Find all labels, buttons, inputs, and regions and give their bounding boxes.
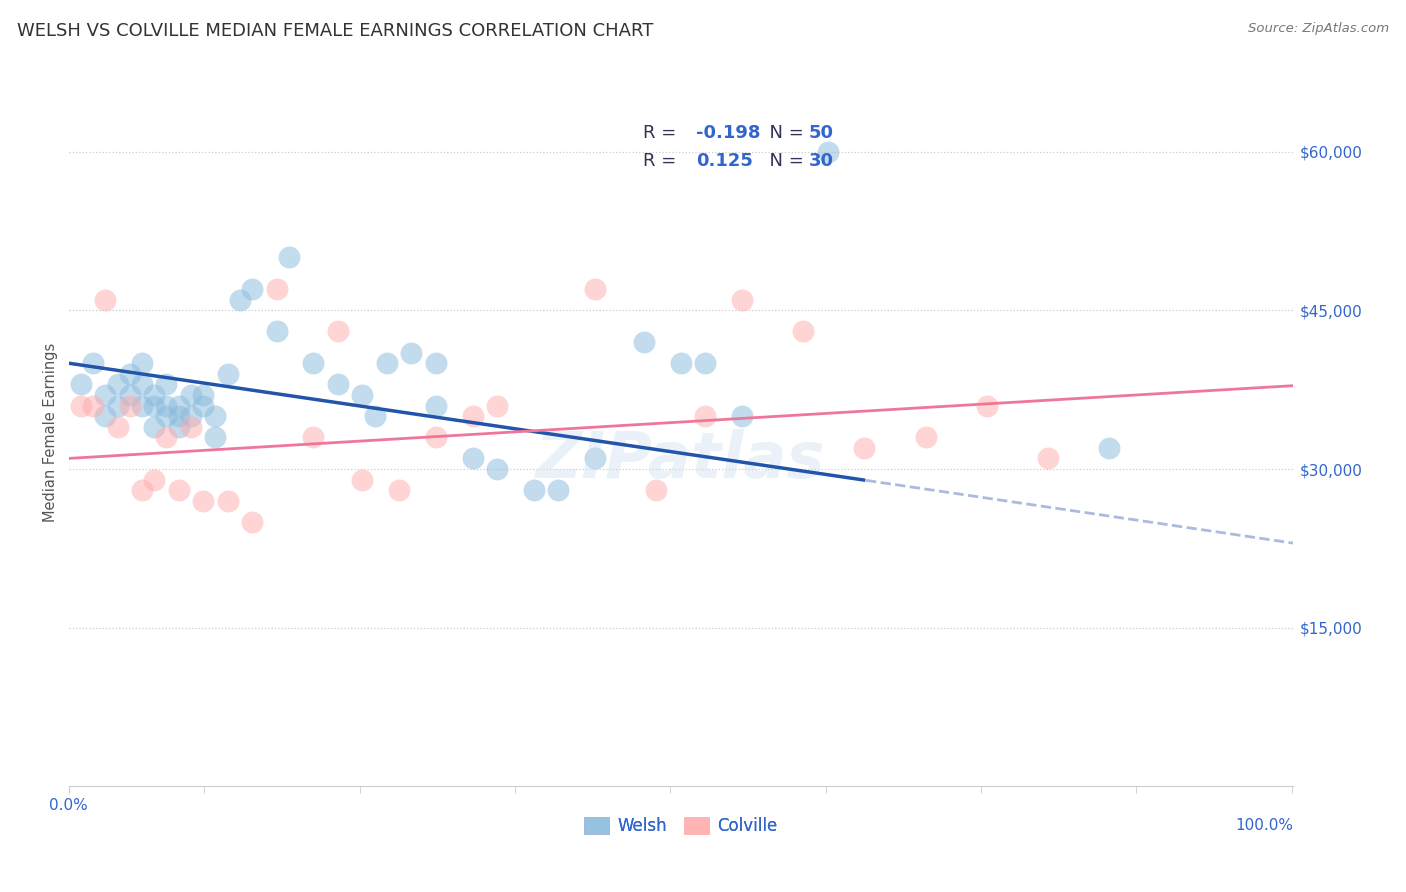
Text: N =: N = (758, 153, 810, 170)
Point (107, 377, 129, 392)
Point (486, 399, 509, 413)
Point (107, 419, 129, 434)
Point (853, 441, 876, 455)
Text: 30: 30 (808, 153, 834, 170)
Point (461, 409, 484, 423)
Point (363, 409, 385, 423)
Point (143, 419, 166, 434)
Point (388, 483, 411, 498)
Point (266, 325, 288, 339)
Point (167, 483, 190, 498)
Point (817, 145, 839, 159)
Point (326, 377, 349, 392)
Text: 100.0%: 100.0% (1234, 818, 1294, 833)
Point (131, 399, 153, 413)
Point (217, 367, 239, 381)
Point (266, 282, 288, 296)
Point (167, 399, 190, 413)
Point (695, 409, 717, 423)
Point (669, 356, 692, 370)
Point (180, 388, 202, 402)
Point (180, 419, 202, 434)
Point (82, 399, 104, 413)
Point (302, 356, 325, 370)
Point (695, 356, 717, 370)
Point (167, 409, 190, 423)
Point (118, 367, 141, 381)
Point (193, 493, 215, 508)
Point (82, 356, 104, 370)
Point (118, 399, 141, 413)
Point (94, 388, 117, 402)
Point (155, 377, 177, 392)
Point (547, 483, 569, 498)
Point (155, 430, 177, 444)
Point (180, 409, 202, 423)
Text: 0.125: 0.125 (696, 153, 754, 170)
Point (976, 399, 998, 413)
Point (240, 282, 263, 296)
Point (131, 483, 153, 498)
Point (204, 430, 226, 444)
Text: WELSH VS COLVILLE MEDIAN FEMALE EARNINGS CORRELATION CHART: WELSH VS COLVILLE MEDIAN FEMALE EARNINGS… (17, 22, 654, 40)
Point (486, 462, 509, 476)
Point (143, 473, 166, 487)
Point (94, 409, 117, 423)
Point (731, 293, 754, 307)
Text: R =: R = (643, 153, 688, 170)
Point (375, 356, 398, 370)
Point (425, 356, 447, 370)
Text: 50: 50 (808, 124, 834, 142)
Point (352, 388, 374, 402)
Point (583, 282, 606, 296)
Point (193, 388, 215, 402)
Point (352, 473, 374, 487)
Point (167, 419, 190, 434)
Y-axis label: Median Female Earnings: Median Female Earnings (44, 343, 58, 522)
Text: N =: N = (758, 124, 810, 142)
Point (131, 356, 153, 370)
Point (645, 483, 668, 498)
Point (107, 399, 129, 413)
Legend: Welsh, Colville: Welsh, Colville (578, 811, 785, 842)
Point (229, 293, 252, 307)
Point (69, 399, 91, 413)
Text: ZIPatlas: ZIPatlas (536, 429, 825, 491)
Point (731, 409, 754, 423)
Point (302, 430, 325, 444)
Point (69, 377, 91, 392)
Point (94, 293, 117, 307)
Point (792, 325, 814, 339)
Point (278, 251, 301, 265)
Text: -0.198: -0.198 (696, 124, 761, 142)
Point (326, 325, 349, 339)
Point (143, 388, 166, 402)
Point (461, 451, 484, 466)
Point (583, 451, 606, 466)
Point (633, 334, 655, 349)
Point (1036, 451, 1059, 466)
Point (914, 430, 936, 444)
Point (143, 399, 166, 413)
Point (155, 409, 177, 423)
Point (204, 409, 226, 423)
Point (401, 345, 423, 359)
Point (217, 493, 239, 508)
Point (425, 399, 447, 413)
Point (131, 377, 153, 392)
Text: Source: ZipAtlas.com: Source: ZipAtlas.com (1249, 22, 1389, 36)
Point (193, 399, 215, 413)
Point (523, 483, 546, 498)
Point (240, 515, 263, 529)
Text: R =: R = (643, 124, 682, 142)
Point (155, 399, 177, 413)
Point (1098, 441, 1121, 455)
Point (425, 430, 447, 444)
Point (118, 388, 141, 402)
